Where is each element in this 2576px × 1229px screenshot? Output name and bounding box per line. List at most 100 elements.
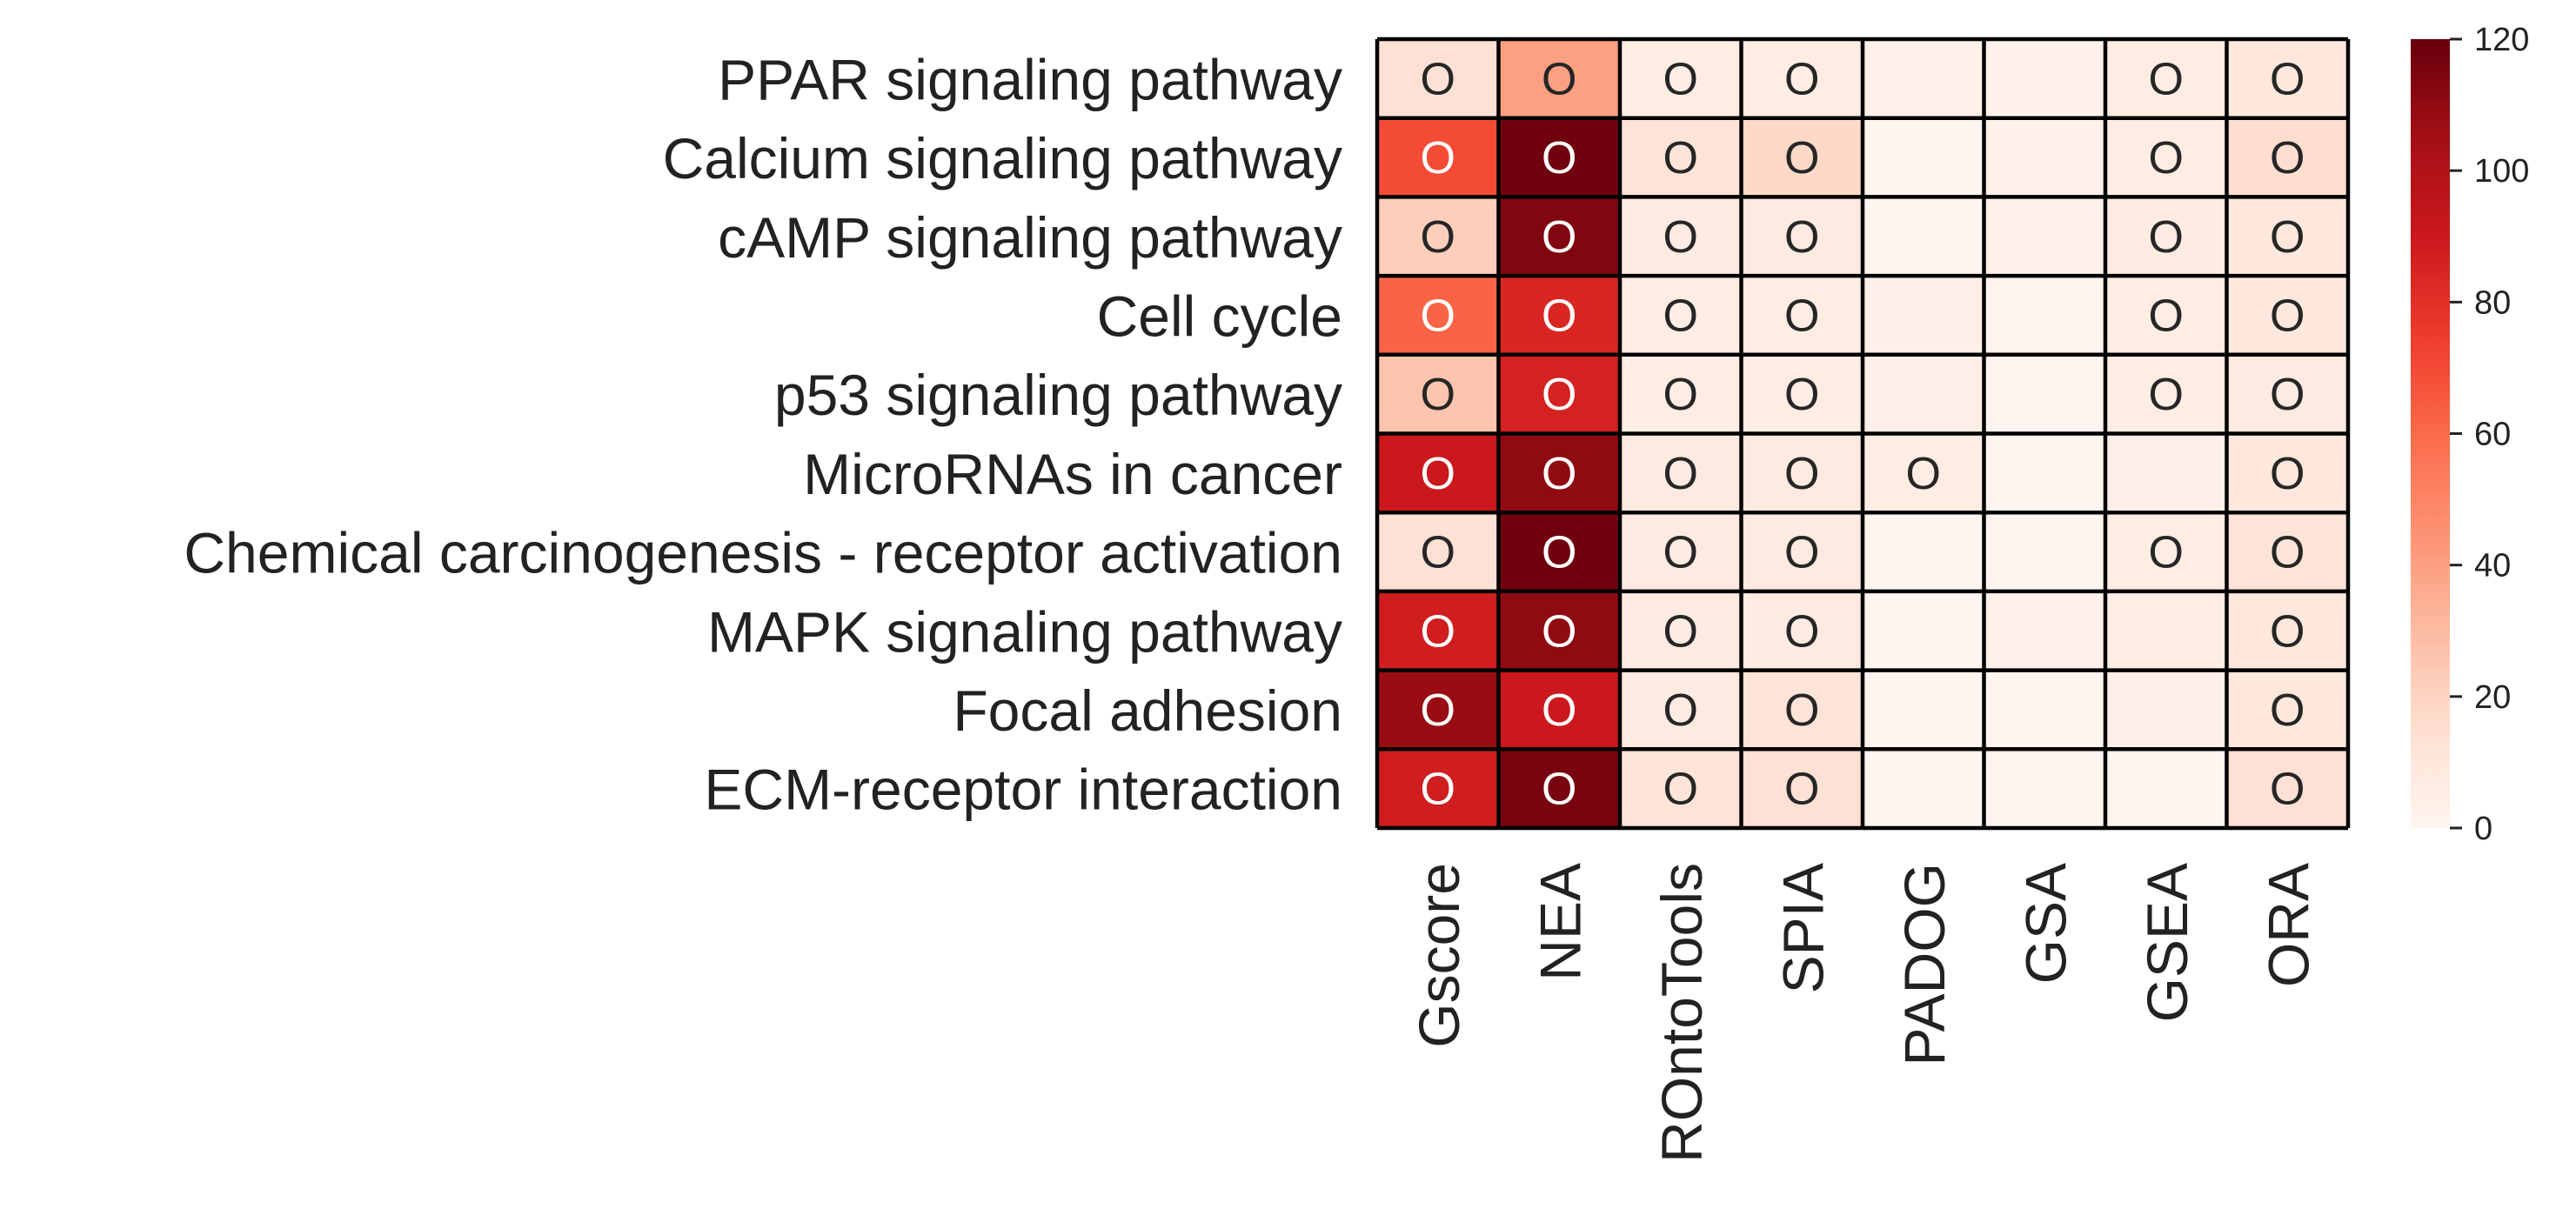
heatmap-cell [1741,591,1863,671]
heatmap-markers: O O O O O OO O O O O OO O O O O OO O O O O OO O O O O OO O O O O OO O O O… [1421,54,2305,814]
cell-marker: O [1784,765,1819,815]
column-label: Gscore [1407,863,1471,1048]
heatmap-cell [2226,433,2348,513]
cell-marker: O [1906,449,1941,499]
column-label: GSEA [2135,863,2199,1022]
cell-marker: O [1542,606,1576,657]
cell-marker: O [1421,370,1455,420]
cell-marker: O [1542,528,1576,578]
heatmap-cell [1620,197,1742,277]
row-label: ECM-receptor interaction [704,758,1342,822]
heatmap-cell [1863,670,1984,750]
heatmap-cell [1498,197,1620,277]
heatmap-cell [1377,197,1499,277]
cell-marker: O [2149,370,2184,420]
cell-marker: O [1421,54,1455,104]
heatmap-cell [1377,512,1499,591]
cell-marker: O [1421,449,1455,499]
heatmap-grid [1375,37,2351,831]
cell-marker: O [2270,765,2305,815]
cell-marker: O [2149,54,2184,104]
heatmap-cell [1377,39,1499,118]
cell-marker: O [1663,54,1698,104]
heatmap-cell [1984,591,2105,671]
heatmap-cell [2105,591,2227,671]
heatmap-cell [1863,591,1984,671]
heatmap-cell [1741,197,1863,277]
heatmap-cell [1984,354,2105,434]
cell-marker: O [1663,212,1698,263]
heatmap-cell [1620,591,1742,671]
cell-marker: O [2270,54,2305,104]
heatmap-cell [1984,197,2105,277]
heatmap-cell [1863,276,1984,355]
heatmap-cell [1863,197,1984,277]
column-labels: Gscore NEA ROntoTools SPIA PADOG GSA GSEA ORA [1407,863,2321,1163]
cell-marker: O [1784,212,1819,263]
column-label: NEA [1528,863,1592,981]
cell-marker: O [2149,133,2184,184]
cell-marker: O [1421,291,1455,341]
colorbar-tick-label: 100 [2474,153,2529,190]
heatmap-cell [1863,433,1984,513]
heatmap-cell [1377,354,1499,434]
cell-marker: O [1784,685,1819,736]
heatmap-cell [1498,117,1620,197]
heatmap-cell [1984,670,2105,750]
cell-marker: O [1784,606,1819,657]
heatmap-cell [1984,749,2105,828]
cell-marker: O [1784,133,1819,184]
heatmap-cell [2105,749,2227,828]
heatmap-cell [1620,670,1742,750]
heatmap-cell [2226,354,2348,434]
heatmap-cell [2105,354,2227,434]
heatmap-cell [2226,749,2348,828]
row-label: p53 signaling pathway [774,363,1342,427]
heatmap-cell [1620,433,1742,513]
heatmap-cell [1863,749,1984,828]
heatmap-cell [2226,117,2348,197]
heatmap-cell [1863,512,1984,591]
cell-marker: O [1663,291,1698,341]
heatmap-cell [1620,39,1742,118]
cell-marker: O [2270,606,2305,657]
heatmap-cell [2226,39,2348,118]
cell-marker: O [1663,606,1698,657]
cell-marker: O [1542,54,1576,104]
heatmap-cell [1498,433,1620,513]
cell-marker: O [2270,133,2305,184]
cell-marker: O [1542,370,1576,420]
colorbar-tick-label: 120 [2474,22,2529,58]
heatmap-cell [2105,433,2227,513]
row-label: Focal adhesion [953,678,1342,743]
cell-marker: O [1421,765,1455,815]
cell-marker: O [1784,291,1819,341]
cell-marker: O [2270,528,2305,578]
heatmap-cell [1984,117,2105,197]
cell-marker: O [1663,370,1698,420]
row-label: PPAR signaling pathway [718,47,1342,111]
heatmap-cell [1620,117,1742,197]
row-label: MAPK signaling pathway [707,599,1342,664]
row-labels: PPAR signaling pathway Calcium signaling … [184,47,1342,821]
heatmap-cell [1984,39,2105,118]
heatmap-cell [1984,433,2105,513]
heatmap-cell [1741,512,1863,591]
heatmap-cell [1984,276,2105,355]
heatmap-cell [1377,117,1499,197]
cell-marker: O [1663,765,1698,815]
heatmap-cell [2105,117,2227,197]
heatmap-cell [1377,591,1499,671]
heatmap-cell [2105,512,2227,591]
heatmap-cell [2226,197,2348,277]
heatmap-cell [1498,591,1620,671]
cell-marker: O [2149,291,2184,341]
cell-marker: O [1542,291,1576,341]
heatmap-cell [1377,433,1499,513]
heatmap-cell [1863,117,1984,197]
row-label: MicroRNAs in cancer [803,442,1342,506]
heatmap-cell [1498,354,1620,434]
colorbar-tick-label: 60 [2474,417,2511,453]
column-label: ROntoTools [1649,863,1714,1163]
heatmap-cell [1498,39,1620,118]
